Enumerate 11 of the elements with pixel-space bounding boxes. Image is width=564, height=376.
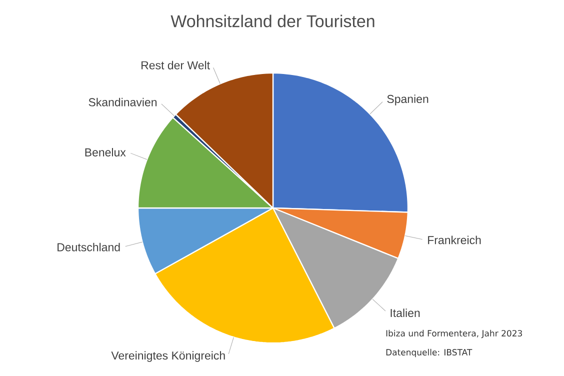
text: Ibiza und Formentera, Jahr 2023 [386, 330, 522, 338]
slice-label: Vereinigtes Königreich [111, 351, 225, 362]
slice-label: Spanien [387, 94, 428, 106]
slice-label: Italien [390, 308, 420, 318]
slice-label: Deutschland [58, 242, 120, 252]
slice-label: Benelux [85, 148, 126, 156]
slice-label: Rest der Welt [142, 60, 210, 70]
slice-label: Frankreich [428, 236, 481, 244]
chart-title: Wohnsitzland der Touristen [170, 14, 374, 28]
text: Datenquelle: IBSTAT [386, 348, 472, 358]
slice-label: Skandinavien [88, 98, 157, 106]
